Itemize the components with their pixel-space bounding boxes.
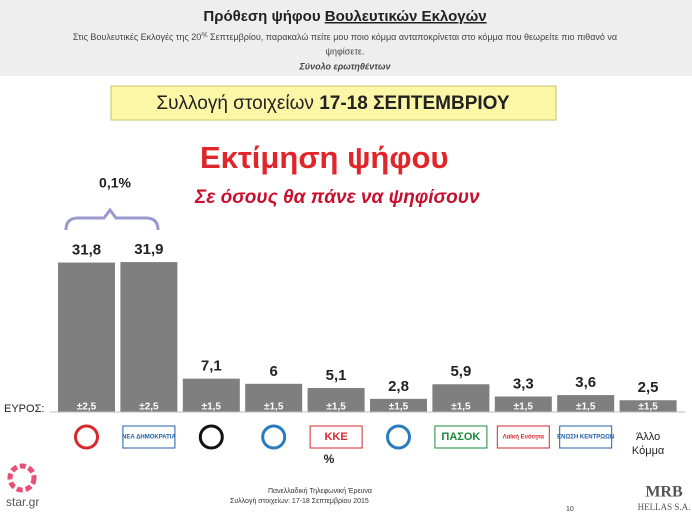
bar <box>245 383 303 412</box>
source-logo <box>7 463 37 493</box>
bar <box>58 262 115 412</box>
header-title: Πρόθεση ψήφου Βουλευτικών Εκλογών <box>203 8 486 25</box>
period-value: 17-18 ΣΕΠΤΕΜΒΡΙΟΥ <box>319 93 510 114</box>
difference-bracket <box>64 207 160 231</box>
error-label: ±1,5 <box>202 402 222 413</box>
title-underlined: Βουλευτικών Εκλογών <box>325 8 487 25</box>
unit-note: % <box>324 452 335 466</box>
question-start: Στις Βουλευτικές Εκλογές της 20 <box>73 32 201 42</box>
bar <box>432 384 490 412</box>
company-sub: HELLAS S.A. <box>638 502 691 512</box>
period-box <box>110 85 557 121</box>
bar <box>182 378 240 412</box>
chart-subtitle: Σε όσους θα πάνε να ψηφίσουν <box>194 187 480 208</box>
value-label: 2,8 <box>388 378 409 395</box>
error-title: ΕΥΡΟΣ: <box>4 403 44 415</box>
category-label: Άλλο Κόμμα <box>632 431 665 457</box>
value-label: 5,9 <box>450 363 471 380</box>
bar <box>494 396 552 412</box>
error-label: ±2,5 <box>139 402 159 413</box>
error-label: ±1,5 <box>638 402 658 413</box>
party-logo <box>198 424 224 450</box>
party-logo <box>122 425 176 449</box>
party-logo <box>496 425 550 449</box>
bar <box>557 395 615 412</box>
question: Στις Βουλευτικές Εκλογές της 20ης Σεπτεμ… <box>73 32 617 43</box>
error-label: ±1,5 <box>451 402 471 413</box>
period: Συλλογή στοιχείων 17-18 ΣΕΠΤΕΜΒΡΙΟΥ <box>156 93 509 114</box>
value-label: 31,9 <box>134 241 163 258</box>
party-logo <box>74 424 99 450</box>
source: star.gr <box>6 495 39 509</box>
value-label: 3,6 <box>575 374 596 391</box>
base: Σύνολο ερωτηθέντων <box>298 61 390 71</box>
footer-survey: Πανελλαδική Τηλεφωνική Έρευνα <box>268 488 372 495</box>
bar <box>619 400 677 412</box>
error-label: ±2,5 <box>77 402 97 413</box>
header-band <box>0 0 692 76</box>
value-label: 5,1 <box>326 367 347 384</box>
company: MRB <box>645 484 683 501</box>
category-label: ΝΕΑ ΔΗΜΟΚΡΑΤΙΑ <box>122 435 176 441</box>
error-label: ±1,5 <box>389 402 409 413</box>
chart-title: Εκτίμηση ψήφου <box>200 140 449 175</box>
party-logo <box>261 424 287 450</box>
difference-label: 0,1% <box>99 175 131 191</box>
bar <box>370 398 427 412</box>
footer-dates: Συλλογή στοιχείων: 17-18 Σεπτεμβρίου 201… <box>230 497 369 505</box>
error-label: ±1,5 <box>576 402 596 413</box>
party-logo <box>386 424 411 450</box>
period-label: Συλλογή στοιχείων <box>156 93 314 114</box>
party-logo <box>309 425 363 449</box>
error-label: ±1,5 <box>326 402 346 413</box>
value-label: 6 <box>270 363 278 380</box>
question-line2: ψηφίσετε. <box>326 46 365 56</box>
question-sup: ης <box>201 32 207 38</box>
page-number: 10 <box>566 506 574 513</box>
party-logo <box>559 425 613 449</box>
value-label: 2,5 <box>638 379 659 396</box>
category-label: ΚΚΕ <box>324 431 347 443</box>
value-label: 3,3 <box>513 375 534 392</box>
error-label: ±1,5 <box>514 402 534 413</box>
bar <box>120 262 178 412</box>
party-logo <box>434 425 488 449</box>
bar <box>307 388 365 412</box>
category-label: Λαϊκή Ενότητα <box>503 435 545 441</box>
question-end: Σεπτεμβρίου, παρακαλώ πείτε μου ποιο κόμ… <box>208 32 618 42</box>
title-part: Πρόθεση ψήφου <box>203 8 320 25</box>
value-label: 7,1 <box>201 358 222 375</box>
category-label: ΠΑΣΟΚ <box>441 431 480 443</box>
value-label: 31,8 <box>72 242 101 259</box>
error-label: ±1,5 <box>264 402 284 413</box>
category-label: ΕΝΩΣΗ ΚΕΝΤΡΩΩΝ <box>557 435 614 441</box>
